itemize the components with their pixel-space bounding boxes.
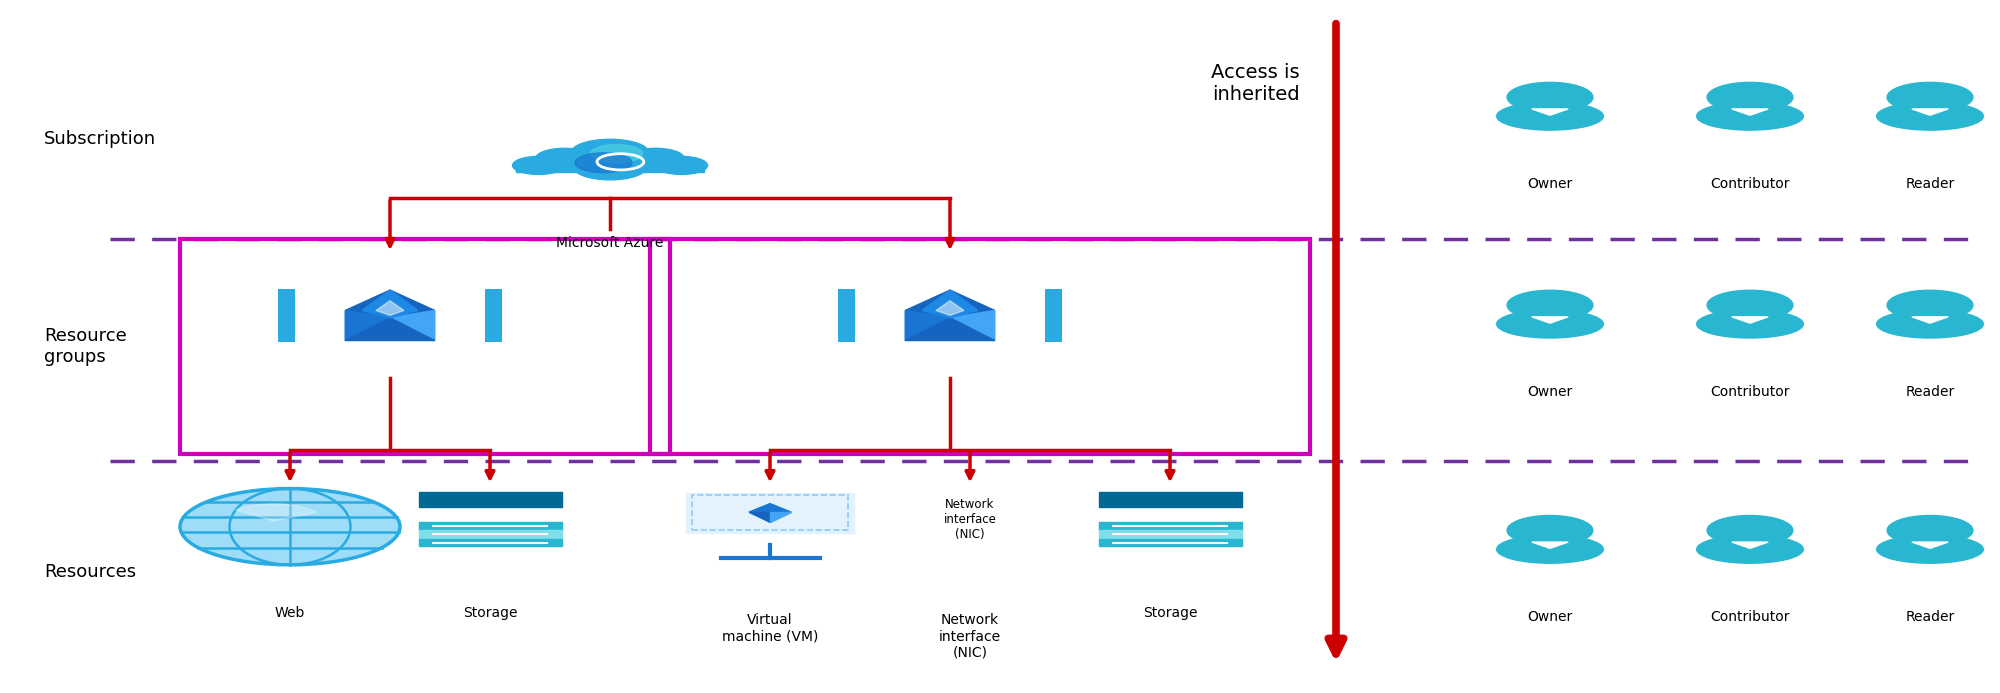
Text: Contributor: Contributor bbox=[1710, 385, 1790, 398]
Polygon shape bbox=[906, 317, 994, 340]
Polygon shape bbox=[390, 310, 434, 340]
Polygon shape bbox=[1046, 288, 1062, 342]
Polygon shape bbox=[1732, 317, 1768, 323]
Text: Network
interface
(NIC): Network interface (NIC) bbox=[944, 498, 996, 541]
Circle shape bbox=[656, 157, 708, 175]
Circle shape bbox=[1888, 516, 1972, 545]
FancyBboxPatch shape bbox=[872, 493, 1068, 554]
Polygon shape bbox=[278, 288, 294, 342]
Circle shape bbox=[1888, 82, 1972, 112]
Circle shape bbox=[536, 148, 594, 168]
Text: Resources: Resources bbox=[44, 563, 136, 581]
Polygon shape bbox=[1732, 542, 1768, 548]
Polygon shape bbox=[936, 301, 964, 315]
Text: Virtual
machine (VM): Virtual machine (VM) bbox=[722, 613, 818, 644]
Circle shape bbox=[512, 157, 564, 175]
Circle shape bbox=[572, 139, 648, 166]
Polygon shape bbox=[346, 317, 434, 340]
Polygon shape bbox=[362, 290, 418, 317]
FancyBboxPatch shape bbox=[418, 530, 562, 538]
Text: Access is
inherited: Access is inherited bbox=[1212, 62, 1300, 104]
Polygon shape bbox=[1912, 109, 1948, 115]
Ellipse shape bbox=[1496, 310, 1604, 338]
Polygon shape bbox=[1912, 317, 1948, 323]
FancyBboxPatch shape bbox=[664, 489, 876, 548]
Text: Contributor: Contributor bbox=[1710, 610, 1790, 624]
Polygon shape bbox=[1732, 109, 1768, 115]
Text: Reader: Reader bbox=[1906, 385, 1954, 398]
Text: Owner: Owner bbox=[1528, 385, 1572, 398]
Circle shape bbox=[574, 153, 632, 173]
Text: Web: Web bbox=[274, 606, 306, 620]
FancyBboxPatch shape bbox=[418, 522, 562, 529]
Circle shape bbox=[574, 155, 646, 179]
Polygon shape bbox=[1532, 109, 1568, 115]
FancyBboxPatch shape bbox=[418, 538, 562, 547]
FancyBboxPatch shape bbox=[686, 493, 854, 533]
Circle shape bbox=[1708, 516, 1792, 545]
Circle shape bbox=[180, 489, 400, 565]
FancyBboxPatch shape bbox=[1098, 522, 1242, 529]
Text: Network
interface
(NIC): Network interface (NIC) bbox=[938, 613, 1002, 660]
Ellipse shape bbox=[1496, 102, 1604, 130]
Text: Reader: Reader bbox=[1906, 610, 1954, 624]
Ellipse shape bbox=[1876, 310, 1984, 338]
Polygon shape bbox=[770, 512, 792, 522]
Polygon shape bbox=[346, 310, 390, 340]
Ellipse shape bbox=[1876, 535, 1984, 563]
FancyBboxPatch shape bbox=[1098, 492, 1242, 507]
Text: Microsoft Azure: Microsoft Azure bbox=[556, 236, 664, 249]
Text: Owner: Owner bbox=[1528, 610, 1572, 624]
FancyBboxPatch shape bbox=[418, 492, 562, 507]
FancyBboxPatch shape bbox=[1098, 538, 1242, 547]
Polygon shape bbox=[1532, 317, 1568, 323]
Polygon shape bbox=[486, 288, 502, 342]
Circle shape bbox=[590, 145, 642, 163]
Ellipse shape bbox=[1876, 102, 1984, 130]
Circle shape bbox=[1508, 516, 1592, 545]
Polygon shape bbox=[376, 301, 404, 315]
Polygon shape bbox=[922, 290, 978, 317]
Ellipse shape bbox=[1696, 102, 1804, 130]
Polygon shape bbox=[906, 310, 950, 340]
Polygon shape bbox=[1532, 542, 1568, 548]
Text: Owner: Owner bbox=[1528, 177, 1572, 191]
Text: Storage: Storage bbox=[462, 606, 518, 620]
Polygon shape bbox=[838, 288, 854, 342]
Text: Subscription: Subscription bbox=[44, 130, 156, 148]
Text: Contributor: Contributor bbox=[1710, 177, 1790, 191]
Ellipse shape bbox=[1696, 535, 1804, 563]
Circle shape bbox=[1508, 82, 1592, 112]
FancyBboxPatch shape bbox=[516, 164, 704, 172]
Circle shape bbox=[1708, 82, 1792, 112]
Polygon shape bbox=[748, 512, 770, 522]
Circle shape bbox=[626, 148, 684, 168]
Polygon shape bbox=[1912, 542, 1948, 548]
Circle shape bbox=[1708, 290, 1792, 320]
Circle shape bbox=[1888, 290, 1972, 320]
Polygon shape bbox=[346, 290, 434, 317]
Polygon shape bbox=[748, 504, 792, 512]
Text: Storage: Storage bbox=[1142, 606, 1198, 620]
Ellipse shape bbox=[1496, 535, 1604, 563]
Circle shape bbox=[180, 489, 400, 565]
FancyBboxPatch shape bbox=[1098, 530, 1242, 538]
Ellipse shape bbox=[1696, 310, 1804, 338]
Polygon shape bbox=[906, 290, 994, 317]
Circle shape bbox=[1508, 290, 1592, 320]
Wedge shape bbox=[236, 504, 316, 521]
Text: Reader: Reader bbox=[1906, 177, 1954, 191]
Text: Resource
groups: Resource groups bbox=[44, 327, 126, 366]
Polygon shape bbox=[950, 310, 994, 340]
